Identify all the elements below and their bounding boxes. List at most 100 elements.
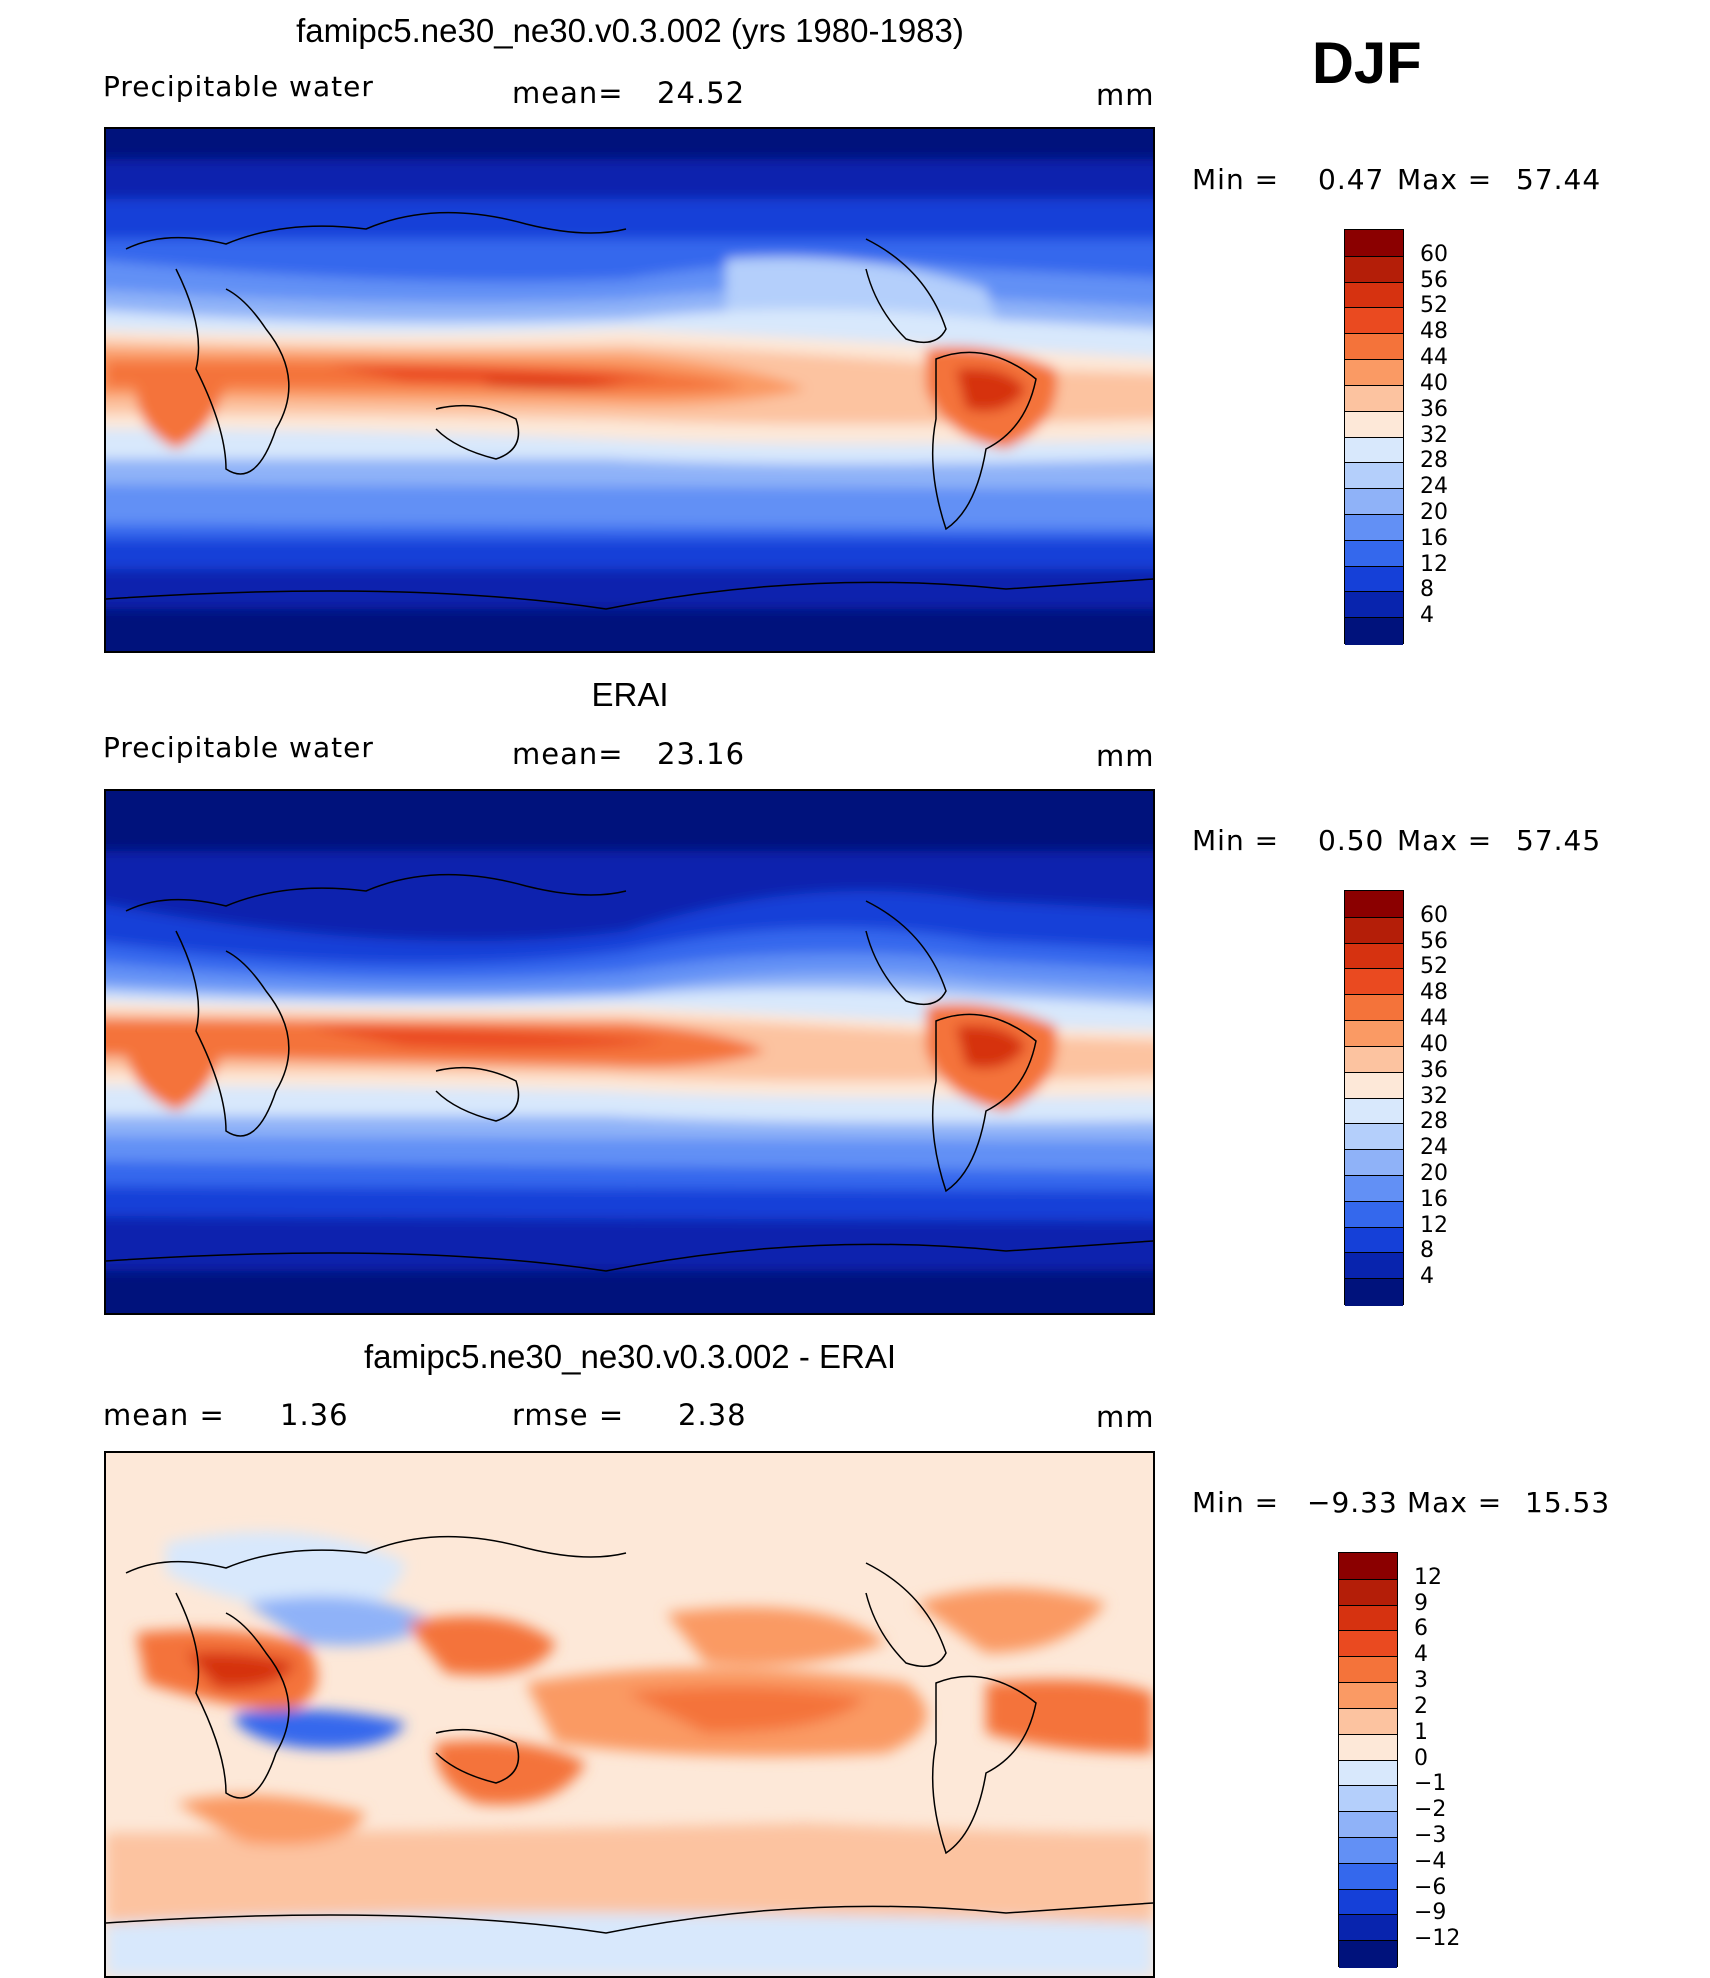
panel2-colorbar <box>1344 890 1404 1306</box>
colorbar-tick-label: 2 <box>1414 1693 1428 1719</box>
panel2-max-label: Max = <box>1397 824 1493 857</box>
colorbar-swatch <box>1345 281 1403 309</box>
colorbar-swatch <box>1345 1278 1403 1306</box>
colorbar-swatch <box>1345 230 1403 257</box>
colorbar-tick-label: −1 <box>1414 1771 1447 1797</box>
panel2-mean-label: mean= <box>512 737 624 771</box>
colorbar-swatch <box>1345 1174 1403 1203</box>
colorbar-swatch <box>1345 565 1403 593</box>
colorbar-tick-label: 1 <box>1414 1719 1428 1745</box>
colorbar-swatch <box>1345 410 1403 438</box>
colorbar-swatch <box>1339 1888 1397 1916</box>
colorbar-tick-label: 4 <box>1420 1264 1434 1290</box>
colorbar-tick-label: 48 <box>1420 980 1448 1006</box>
colorbar-tick-label: 44 <box>1420 1006 1448 1032</box>
panel3-map <box>104 1451 1155 1978</box>
colorbar-tick-label: 44 <box>1420 345 1448 371</box>
colorbar-tick-label: 12 <box>1420 551 1448 577</box>
panel3-max-value: 15.53 <box>1525 1486 1611 1519</box>
colorbar-swatch <box>1345 359 1403 387</box>
colorbar-tick-label: 52 <box>1420 293 1448 319</box>
colorbar-tick-label: 32 <box>1420 1083 1448 1109</box>
colorbar-swatch <box>1339 1914 1397 1942</box>
panel3-title: famipc5.ne30_ne30.v0.3.002 - ERAI <box>363 1338 896 1375</box>
panel1-colorbar-labels: 60 56 52 48 44 40 36 32 28 24 20 16 12 8 4 <box>1420 229 1500 644</box>
panel2-variable: Precipitable water <box>103 731 374 764</box>
colorbar-tick-label: 16 <box>1420 525 1448 551</box>
panel2-map <box>104 789 1155 1315</box>
colorbar-tick-label: 40 <box>1420 1031 1448 1057</box>
colorbar-swatch <box>1339 1682 1397 1710</box>
panel3-unit: mm <box>1096 1400 1155 1434</box>
colorbar-swatch <box>1345 436 1403 464</box>
colorbar-tick-label: 20 <box>1420 1160 1448 1186</box>
colorbar-swatch <box>1345 942 1403 970</box>
colorbar-tick-label: 12 <box>1414 1564 1442 1590</box>
panel1-variable: Precipitable water <box>103 70 374 103</box>
colorbar-tick-label: 56 <box>1420 928 1448 954</box>
colorbar-swatch <box>1345 513 1403 542</box>
colorbar-tick-label: 60 <box>1420 902 1448 928</box>
panel1-title: famipc5.ne30_ne30.v0.3.002 (yrs 1980-198… <box>296 12 964 49</box>
colorbar-tick-label: 24 <box>1420 1135 1448 1161</box>
panel1-mean-label: mean= <box>512 76 624 110</box>
panel2-min-value: 0.50 <box>1318 824 1385 857</box>
colorbar-swatch <box>1345 255 1403 284</box>
colorbar-swatch <box>1339 1656 1397 1684</box>
colorbar-swatch <box>1339 1940 1397 1968</box>
colorbar-swatch <box>1339 1630 1397 1658</box>
colorbar-swatch <box>1339 1759 1397 1787</box>
colorbar-tick-label: 8 <box>1420 577 1434 603</box>
colorbar-tick-label: 32 <box>1420 422 1448 448</box>
colorbar-tick-label: −12 <box>1414 1926 1461 1952</box>
colorbar-swatch <box>1345 462 1403 490</box>
colorbar-tick-label: 16 <box>1420 1186 1448 1212</box>
panel1-colorbar <box>1344 229 1404 645</box>
panel1-min-value: 0.47 <box>1318 163 1385 196</box>
panel1-min-label: Min = <box>1192 163 1280 196</box>
panel2-mean-value: 23.16 <box>657 737 746 771</box>
colorbar-tick-label: 52 <box>1420 954 1448 980</box>
panel3-max-label: Max = <box>1407 1486 1503 1519</box>
panel2-title: ERAI <box>591 676 669 713</box>
colorbar-swatch <box>1339 1836 1397 1865</box>
colorbar-swatch <box>1345 1020 1403 1048</box>
colorbar-swatch <box>1345 1071 1403 1099</box>
panel3-mean-value: 1.36 <box>280 1398 349 1432</box>
panel1-max-label: Max = <box>1397 163 1493 196</box>
colorbar-tick-label: 28 <box>1420 448 1448 474</box>
colorbar-swatch <box>1339 1811 1397 1839</box>
colorbar-tick-label: 36 <box>1420 1057 1448 1083</box>
colorbar-swatch <box>1345 1045 1403 1074</box>
panel2-max-value: 57.45 <box>1516 824 1602 857</box>
colorbar-tick-label: 56 <box>1420 267 1448 293</box>
colorbar-swatch <box>1339 1578 1397 1607</box>
panel3-colorbar-labels: 12 9 6 4 3 2 1 0 −1 −2 −3 −4 −6 −9 −12 <box>1414 1552 1494 1967</box>
panel3-rmse-value: 2.38 <box>678 1398 747 1432</box>
colorbar-swatch <box>1339 1785 1397 1813</box>
panel3-rmse-label: rmse = <box>512 1398 625 1432</box>
colorbar-swatch <box>1345 891 1403 918</box>
colorbar-tick-label: −6 <box>1414 1874 1447 1900</box>
colorbar-swatch <box>1339 1862 1397 1891</box>
colorbar-tick-label: 8 <box>1420 1238 1434 1264</box>
colorbar-tick-label: 9 <box>1414 1590 1428 1616</box>
colorbar-swatch <box>1345 916 1403 945</box>
colorbar-swatch <box>1345 1200 1403 1229</box>
colorbar-swatch <box>1345 968 1403 996</box>
colorbar-swatch <box>1345 617 1403 645</box>
panel3-mean-label: mean = <box>103 1398 225 1432</box>
colorbar-swatch <box>1345 307 1403 335</box>
colorbar-swatch <box>1339 1707 1397 1736</box>
colorbar-swatch <box>1345 1252 1403 1280</box>
panel1-map <box>104 127 1155 653</box>
panel2-colorbar-labels: 60 56 52 48 44 40 36 32 28 24 20 16 12 8 4 <box>1420 890 1500 1305</box>
colorbar-tick-label: −3 <box>1414 1822 1447 1848</box>
panel3-colorbar <box>1338 1552 1398 1968</box>
panel1-mean-value: 24.52 <box>657 76 746 110</box>
colorbar-swatch <box>1345 1123 1403 1151</box>
panel3-min-value: −9.33 <box>1307 1486 1398 1519</box>
colorbar-swatch <box>1345 591 1403 619</box>
colorbar-tick-label: 6 <box>1414 1616 1428 1642</box>
colorbar-tick-label: −9 <box>1414 1900 1447 1926</box>
